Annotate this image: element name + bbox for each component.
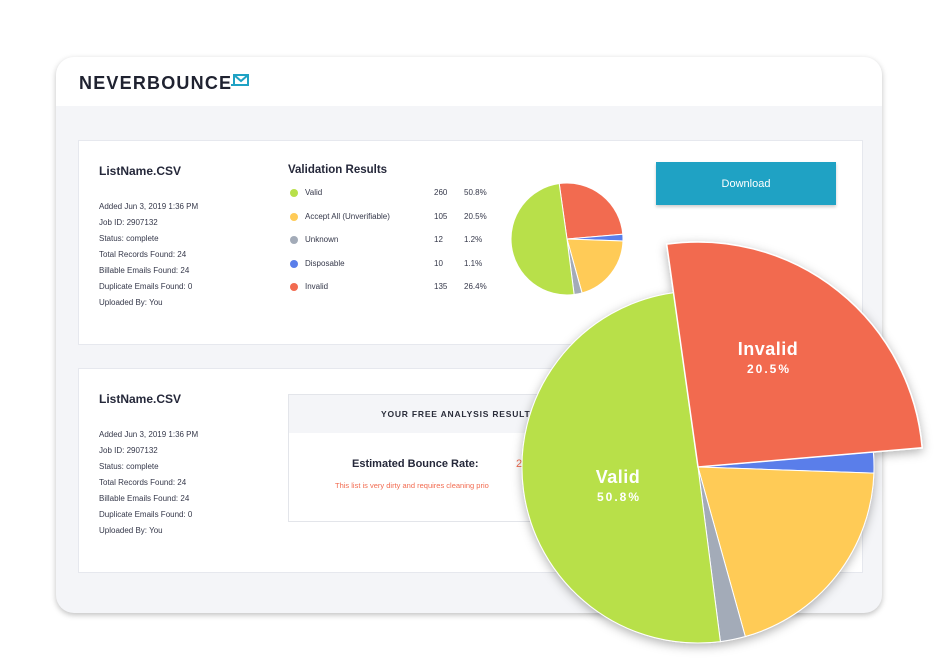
callout-valid-label: Valid (596, 467, 641, 487)
meta-billable: Billable Emails Found: 24 (99, 266, 190, 275)
legend-row-unknown: Unknown 12 1.2% (288, 233, 498, 257)
zoomed-pie-group (521, 241, 923, 644)
legend-label: Disposable (305, 258, 345, 268)
legend-percent: 20.5% (464, 211, 487, 221)
legend-dot-icon (290, 189, 298, 197)
pie-slice-invalid (558, 182, 624, 240)
bounce-rate-label: Estimated Bounce Rate: (352, 458, 479, 470)
meta-total-records: Total Records Found: 24 (99, 478, 187, 487)
legend-percent: 26.4% (464, 282, 487, 291)
callout-invalid-label: Invalid (738, 339, 799, 359)
download-button[interactable]: Download (656, 162, 836, 205)
legend-row-valid: Valid 260 50.8% (288, 186, 498, 210)
zoomed-pie-slice-accept-all (697, 466, 875, 638)
file-meta: Added Jun 3, 2019 1:36 PM Job ID: 290713… (99, 199, 198, 311)
legend-label: Accept All (Unverifiable) (305, 211, 390, 221)
legend-dot-icon (290, 259, 298, 268)
legend-count: 10 (434, 258, 443, 268)
pie-slice-accept-all (566, 238, 624, 294)
legend-dot-icon (290, 236, 298, 244)
validation-pie-chart (510, 182, 624, 296)
top-bar: NEVERBOUNCE (56, 57, 882, 106)
legend-dot-icon (290, 212, 298, 221)
legend-percent: 1.2% (464, 235, 483, 244)
legend-label: Invalid (305, 282, 329, 291)
legend-percent: 50.8% (464, 188, 487, 197)
legend-count: 12 (434, 235, 443, 244)
results-legend: Valid 260 50.8% Accept All (Unverifiable… (288, 186, 498, 304)
meta-status: Status: complete (99, 234, 159, 243)
legend-count: 260 (434, 188, 448, 197)
meta-job-id: Job ID: 2907132 (99, 218, 158, 227)
legend-label: Valid (305, 188, 323, 197)
file-name: ListName.CSV (99, 392, 182, 406)
zoomed-pie-slice-valid (521, 292, 721, 644)
file-meta: Added Jun 3, 2019 1:36 PM Job ID: 290713… (99, 427, 198, 539)
callout-valid-value: 50.8% (597, 490, 641, 504)
meta-uploaded-by: Uploaded By: You (99, 526, 163, 535)
meta-uploaded-by: Uploaded By: You (99, 298, 163, 307)
pie-slice-valid (510, 182, 575, 296)
brand-logo: NEVERBOUNCE (79, 73, 233, 93)
meta-added: Added Jun 3, 2019 1:36 PM (99, 430, 199, 439)
legend-row-invalid: Invalid 135 26.4% (288, 280, 498, 304)
meta-billable: Billable Emails Found: 24 (99, 494, 190, 503)
meta-status: Status: complete (99, 462, 159, 471)
meta-duplicates: Duplicate Emails Found: 0 (99, 282, 193, 291)
file-name: ListName.CSV (99, 164, 182, 178)
legend-dot-icon (290, 283, 298, 291)
envelope-logo-icon (231, 74, 249, 86)
meta-duplicates: Duplicate Emails Found: 0 (99, 510, 193, 519)
zoomed-pie-slice-invalid-exploded (665, 241, 923, 468)
validation-results-title: Validation Results (288, 164, 388, 176)
legend-row-disposable: Disposable 10 1.1% (288, 257, 498, 281)
legend-row-accept-all: Accept All (Unverifiable) 105 20.5% (288, 210, 498, 234)
legend-percent: 1.1% (464, 258, 483, 268)
meta-job-id: Job ID: 2907132 (99, 446, 158, 455)
legend-label: Unknown (305, 235, 339, 244)
meta-added: Added Jun 3, 2019 1:36 PM (99, 202, 199, 211)
legend-count: 105 (434, 211, 448, 221)
legend-count: 135 (434, 282, 448, 291)
cleaning-note: This list is very dirty and requires cle… (335, 481, 489, 490)
bounce-rate-value: 2 (516, 458, 523, 470)
meta-total-records: Total Records Found: 24 (99, 250, 187, 259)
callout-invalid-value: 20.5% (747, 362, 791, 376)
